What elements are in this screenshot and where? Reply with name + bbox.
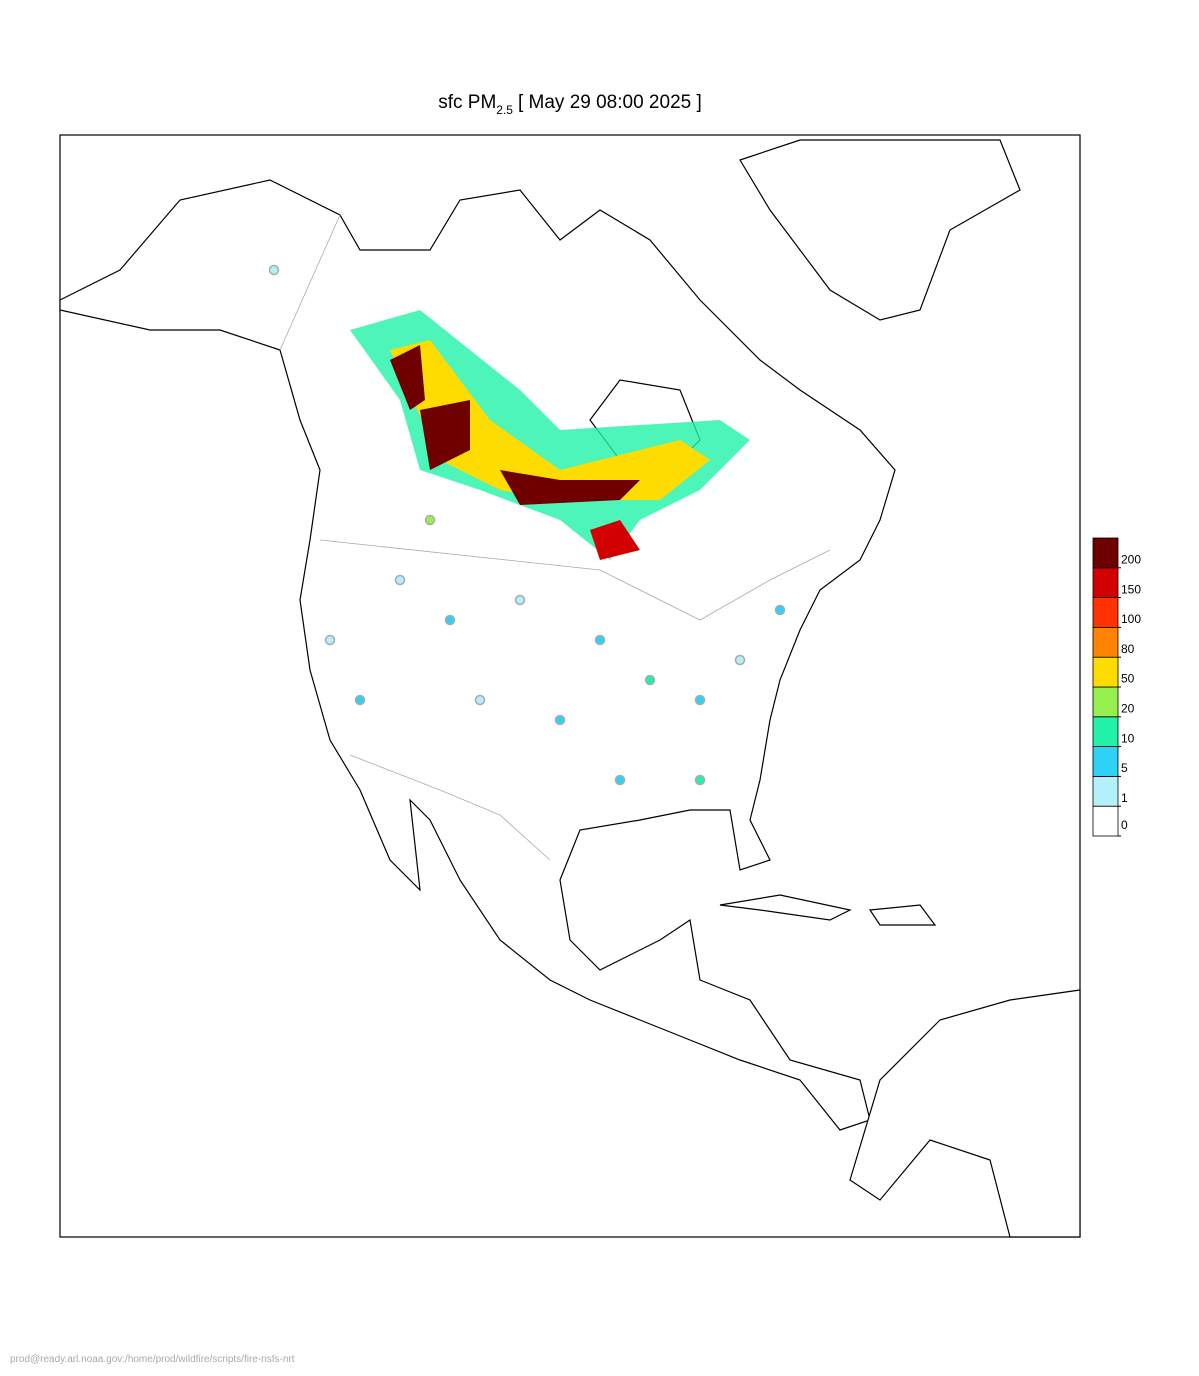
legend-label: 0 xyxy=(1121,818,1128,832)
legend-swatch xyxy=(1092,716,1119,747)
station xyxy=(614,774,626,786)
legend-swatch xyxy=(1092,805,1119,837)
legend-swatch xyxy=(1092,776,1119,807)
footer-path: prod@ready.arl.noaa.gov:/home/prod/wildf… xyxy=(10,1354,295,1365)
legend-label: 100 xyxy=(1121,612,1141,626)
legend-swatch xyxy=(1092,656,1119,688)
station xyxy=(474,694,486,706)
map-title: sfc PM2.5 [ May 29 08:00 2025 ] xyxy=(438,92,702,117)
map-area xyxy=(59,134,1081,1238)
station xyxy=(694,694,706,706)
legend-label: 10 xyxy=(1121,731,1135,745)
title-suffix: [ May 29 08:00 2025 ] xyxy=(518,92,702,113)
station xyxy=(644,674,656,686)
us-canada-border xyxy=(319,539,831,621)
legend-swatch xyxy=(1092,746,1119,777)
station xyxy=(354,694,366,706)
legend-swatch xyxy=(1092,567,1119,598)
title-subscript: 2.5 xyxy=(496,103,513,117)
legend-label: 80 xyxy=(1121,642,1135,656)
legend-swatch xyxy=(1092,627,1119,658)
station xyxy=(554,714,566,726)
station xyxy=(734,654,746,666)
greenland xyxy=(739,139,1021,321)
station xyxy=(774,604,786,616)
legend-label: 200 xyxy=(1121,553,1141,567)
legend-swatch xyxy=(1092,597,1119,628)
title-prefix: sfc PM xyxy=(438,92,496,113)
station xyxy=(514,594,526,606)
smoke-plume xyxy=(350,310,750,560)
station xyxy=(324,634,336,646)
station xyxy=(268,264,280,276)
station xyxy=(594,634,606,646)
us-mexico-border xyxy=(349,754,551,861)
legend-label: 50 xyxy=(1121,672,1135,686)
legend-label: 150 xyxy=(1121,582,1141,596)
south-america xyxy=(849,989,1081,1238)
legend-label: 20 xyxy=(1121,702,1135,716)
stations xyxy=(268,264,786,786)
station xyxy=(424,514,436,526)
legend-label: 5 xyxy=(1121,761,1128,775)
legend: 0 1 5 10 20 50 80 100 150 200 xyxy=(1092,537,1141,837)
station xyxy=(394,574,406,586)
legend-label: 1 xyxy=(1121,791,1128,805)
hispaniola xyxy=(868,904,937,926)
legend-swatch xyxy=(1092,537,1119,569)
legend-swatch xyxy=(1092,686,1119,718)
station xyxy=(444,614,456,626)
alaska-border xyxy=(279,214,341,351)
cuba xyxy=(719,894,852,921)
station xyxy=(694,774,706,786)
